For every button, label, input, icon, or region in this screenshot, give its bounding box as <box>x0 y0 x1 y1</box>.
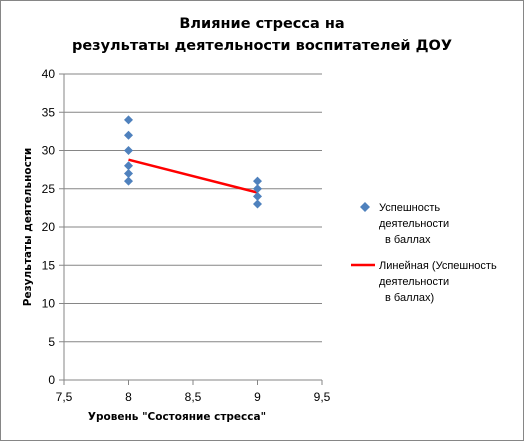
y-tick-label: 15 <box>42 258 56 272</box>
y-tick-label: 25 <box>42 182 56 196</box>
x-tick-labels: 7,5 8 8,5 9 9,5 <box>56 390 331 404</box>
axes <box>59 73 323 385</box>
data-point-diamond <box>124 115 133 125</box>
chart-title-line-2: результаты деятельности воспитателей ДОУ <box>71 38 453 54</box>
y-tick-labels: 0 5 10 15 20 25 30 35 40 <box>42 67 56 387</box>
legend-label-series-1-line-1: Успешность <box>379 202 440 214</box>
x-tick-label: 9 <box>254 390 261 404</box>
trendline-series <box>128 158 258 194</box>
legend-label-series-2-line-3: в баллах) <box>385 292 434 304</box>
y-tick-label: 40 <box>42 67 56 81</box>
legend-label-series-1-line-2: деятельности <box>379 218 449 230</box>
data-point-diamond <box>253 176 262 186</box>
scatter-series <box>124 115 262 209</box>
x-tick-label: 8,5 <box>185 390 202 404</box>
data-point-diamond <box>124 161 133 171</box>
data-point-diamond <box>124 130 133 140</box>
data-point-diamond <box>253 184 262 194</box>
legend-label-series-1-line-3: в баллах <box>385 234 431 246</box>
trendline <box>128 158 258 194</box>
y-tick-label: 35 <box>42 105 56 119</box>
x-tick-label: 8 <box>125 390 132 404</box>
gridlines <box>64 73 322 343</box>
y-tick-label: 20 <box>42 220 56 234</box>
data-point-diamond <box>124 176 133 186</box>
chart-title-line-1: Влияние стресса на <box>179 16 345 32</box>
y-tick-label: 30 <box>42 144 56 158</box>
y-axis-title: Результаты деятельности <box>22 148 34 307</box>
y-tick-label: 0 <box>48 373 55 387</box>
data-point-diamond <box>253 191 262 201</box>
x-tick-label: 9,5 <box>314 390 331 404</box>
x-tick-label: 7,5 <box>56 390 73 404</box>
data-point-diamond <box>124 168 133 178</box>
data-point-diamond <box>124 146 133 155</box>
data-point-diamond <box>253 199 262 209</box>
y-tick-label: 5 <box>48 335 55 349</box>
y-tick-label: 10 <box>42 297 56 311</box>
x-axis-title: Уровень "Состояние стресса" <box>88 411 266 423</box>
legend-label-series-2-line-1: Линейная (Успешность <box>379 260 497 272</box>
chart-title: Влияние стресса на результаты деятельнос… <box>1 13 523 57</box>
legend: Успешность деятельности в баллах Линейна… <box>351 202 497 304</box>
legend-label-series-2-line-2: деятельности <box>379 276 449 288</box>
legend-marker-diamond <box>360 202 370 212</box>
